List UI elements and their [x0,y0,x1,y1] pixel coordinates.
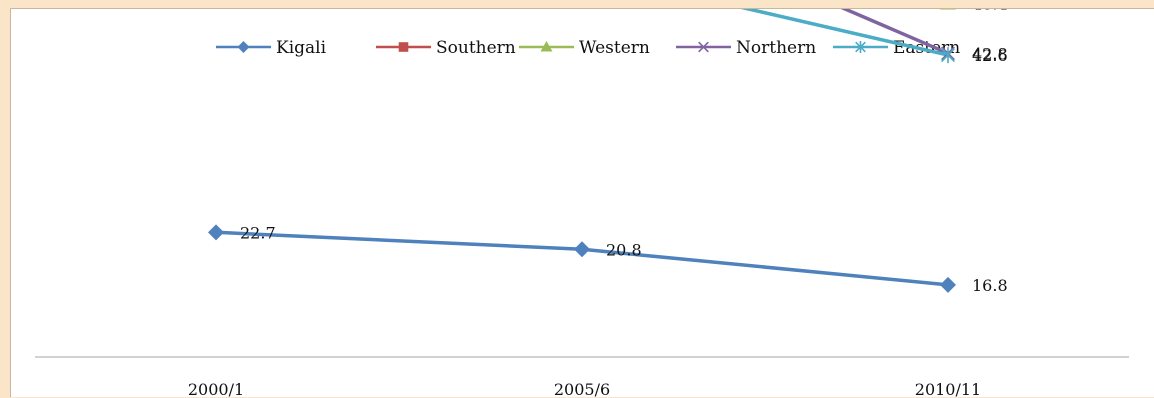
data-label-eastern-2010-11: 42.6 [972,46,1008,65]
legend-label-northern: Northern [736,38,816,58]
legend-item-western: Western [519,38,650,58]
legend-label-western: Western [579,38,650,58]
data-label-kigali-2010-11: 16.8 [972,276,1008,295]
legend-label-southern: Southern [436,38,516,58]
legend-marker-southern-shape [399,42,409,52]
data-label-western-2010-11: 48.4 [972,9,1008,13]
x-tick-label-2010-11: 2010/11 [915,380,981,398]
data-label-kigali-2005-6: 20.8 [606,240,642,259]
legend-item-kigali: Kigali [216,38,327,58]
x-tick-label-2005-6: 2005/6 [554,380,610,398]
point-kigali-2005-6 [574,241,590,257]
series-line-kigali [216,232,948,285]
x-tick-label-2000-1: 2000/1 [188,380,244,398]
point-kigali-2005-6-shape [574,241,590,257]
point-kigali-2010-11-shape [940,277,956,293]
point-kigali-2010-11 [940,277,956,293]
legend-marker-southern [399,42,409,52]
x-axis-tick-labels: 2000/1 2005/6 2010/11 [188,380,981,398]
legend-marker-kigali-shape [238,41,250,53]
legend-label-kigali: Kigali [276,38,327,58]
point-kigali-2000-1 [208,224,224,240]
point-kigali-2000-1-shape [208,224,224,240]
data-label-kigali-2000-1: 22.7 [240,223,276,242]
legend-item-southern: Southern [376,38,516,58]
legend-marker-kigali [238,41,250,53]
legend-item-northern: Northern [676,38,816,58]
